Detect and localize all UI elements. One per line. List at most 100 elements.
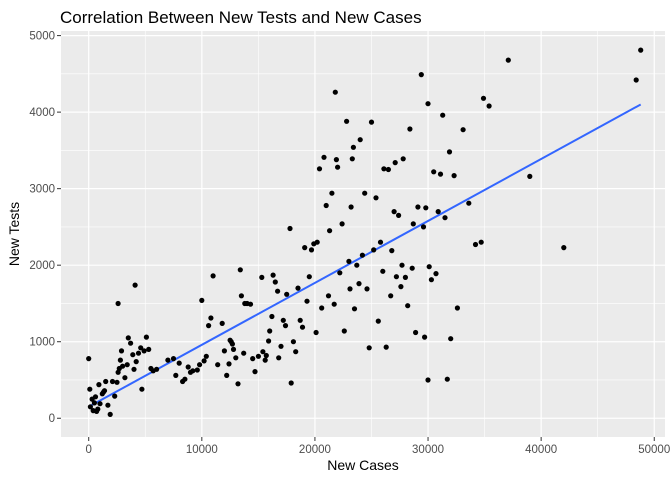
data-point [266, 338, 272, 344]
data-point [448, 336, 454, 342]
data-point [327, 228, 333, 234]
data-point [125, 335, 131, 341]
data-point [446, 149, 453, 155]
data-point [262, 357, 268, 363]
data-point [255, 353, 261, 359]
data-point [284, 291, 290, 297]
data-point [112, 393, 118, 399]
data-point [478, 239, 484, 245]
data-point [304, 298, 310, 304]
data-point [405, 303, 411, 309]
data-point [201, 358, 207, 364]
data-point [97, 401, 103, 407]
data-point [435, 209, 441, 215]
data-point [165, 357, 171, 363]
data-point [288, 380, 294, 386]
y-tick-label: 1000 [29, 337, 55, 349]
data-point [426, 264, 432, 270]
data-point [176, 360, 182, 366]
data-point [241, 350, 247, 356]
data-point [293, 349, 299, 355]
y-tick-label: 2000 [29, 260, 55, 272]
data-point [313, 329, 319, 336]
data-point [87, 386, 93, 392]
data-point [182, 376, 188, 382]
data-point [230, 346, 237, 352]
data-point [190, 368, 196, 374]
x-tick-label: 50000 [638, 444, 670, 456]
y-tick-label: 5000 [29, 31, 55, 43]
data-point [319, 305, 325, 311]
data-point [115, 300, 121, 307]
data-point [413, 329, 419, 336]
data-point [321, 154, 327, 160]
data-point [486, 103, 492, 109]
data-point [269, 313, 275, 320]
data-point [308, 247, 315, 253]
data-point [383, 344, 389, 350]
data-point [437, 171, 444, 177]
data-point [267, 328, 273, 334]
x-tick-label: 40000 [525, 444, 557, 456]
data-point [290, 339, 296, 345]
data-point [638, 47, 644, 53]
data-point [302, 245, 308, 251]
data-point [86, 356, 92, 362]
data-point [103, 378, 109, 385]
data-point [402, 274, 408, 280]
data-point [297, 317, 303, 323]
data-point [250, 356, 256, 362]
data-point [433, 271, 439, 277]
data-point [399, 262, 405, 268]
data-point [454, 305, 460, 311]
data-point [131, 366, 137, 372]
data-point [238, 293, 244, 299]
y-axis-ticks: 0 1000 2000 3000 4000 5000 [29, 31, 61, 425]
data-point [247, 301, 254, 307]
data-point [185, 364, 191, 370]
data-point [341, 328, 347, 334]
data-point [154, 366, 160, 372]
data-point [114, 379, 120, 385]
data-point [410, 221, 416, 227]
data-point [472, 241, 479, 248]
data-point [391, 209, 397, 215]
x-axis-title: New Cases [327, 457, 399, 473]
data-point [206, 323, 212, 329]
data-point [287, 225, 293, 232]
data-point [237, 267, 243, 273]
data-point [351, 306, 358, 312]
data-point [226, 361, 232, 367]
data-point [347, 286, 353, 292]
data-point [325, 293, 332, 299]
data-point [109, 378, 116, 385]
grid-lines [61, 31, 665, 437]
data-point [440, 112, 446, 118]
data-point [380, 268, 386, 274]
data-point [357, 137, 363, 143]
y-tick-label: 4000 [29, 107, 55, 119]
data-point [107, 411, 113, 417]
data-point [118, 348, 125, 354]
data-point [407, 126, 413, 132]
data-point [275, 288, 281, 294]
data-point [371, 247, 377, 253]
data-point [260, 349, 266, 355]
data-point [194, 367, 200, 373]
data-point [392, 160, 398, 166]
data-point [314, 239, 320, 245]
data-point [138, 345, 144, 351]
data-point [505, 57, 511, 63]
data-point [451, 173, 457, 179]
data-point [101, 388, 108, 394]
data-point [633, 77, 639, 83]
data-point [122, 375, 128, 381]
data-point [306, 274, 312, 280]
data-point [389, 248, 395, 254]
data-point [173, 372, 179, 378]
x-tick-label: 10000 [186, 444, 218, 456]
data-point [252, 369, 258, 375]
data-point [425, 377, 431, 383]
data-point [381, 166, 387, 172]
